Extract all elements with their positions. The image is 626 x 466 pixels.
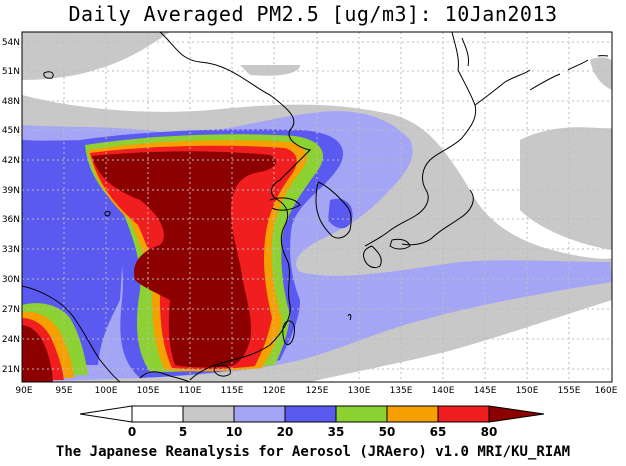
lon-label: 160E xyxy=(595,386,618,396)
band-5-10-ne xyxy=(590,57,612,90)
lat-label: 30N xyxy=(2,275,20,285)
colorbar-tick: 5 xyxy=(179,425,187,439)
lat-label: 33N xyxy=(2,245,20,255)
lon-label: 125E xyxy=(306,386,329,396)
lat-label: 21N xyxy=(2,365,20,375)
lon-label: 100E xyxy=(95,386,118,396)
lat-label: 45N xyxy=(2,126,20,136)
colorbar-swatch xyxy=(284,405,337,423)
lat-label: 48N xyxy=(2,97,20,107)
colorbar-tick: 10 xyxy=(226,425,243,439)
colorbar-arrow-high xyxy=(488,405,545,423)
lat-label: 42N xyxy=(2,156,20,166)
map-frame xyxy=(21,31,613,383)
lat-label: 24N xyxy=(2,335,20,345)
band-5-10-n xyxy=(240,65,300,76)
lat-label: 27N xyxy=(2,305,20,315)
lat-lon-grid xyxy=(22,32,612,382)
lat-label: 39N xyxy=(2,186,20,196)
colorbar-swatch xyxy=(182,405,235,423)
lon-label: 115E xyxy=(221,386,244,396)
lon-label: 155E xyxy=(558,386,581,396)
colorbar-swatch xyxy=(131,405,184,423)
lon-label: 90E xyxy=(15,386,32,396)
colorbar-swatch xyxy=(437,405,490,423)
lon-axis: 90E 95E 100E 105E 110E 115E 120E 125E 13… xyxy=(15,386,617,396)
lon-label: 140E xyxy=(432,386,455,396)
colorbar-swatch xyxy=(335,405,388,423)
coastlines xyxy=(22,32,609,382)
colorbar-tick: 35 xyxy=(328,425,345,439)
colorbar-tick: 20 xyxy=(277,425,294,439)
lat-label: 54N xyxy=(2,38,20,48)
band-80-plus-sw xyxy=(22,325,53,382)
colorbar: 0 5 10 20 35 50 65 80 xyxy=(79,405,545,439)
colorbar-tick: 0 xyxy=(128,425,136,439)
lon-label: 135E xyxy=(390,386,413,396)
colorbar-swatch xyxy=(233,405,286,423)
colorbar-tick: 50 xyxy=(379,425,396,439)
colorbar-tick: 80 xyxy=(481,425,498,439)
colorbar-arrow-low xyxy=(79,405,133,423)
colorbar-swatch xyxy=(386,405,439,423)
lon-label: 110E xyxy=(179,386,202,396)
lon-label: 120E xyxy=(263,386,286,396)
lat-label: 51N xyxy=(2,67,20,77)
lat-label: 36N xyxy=(2,215,20,225)
band-80-plus xyxy=(92,151,276,368)
lat-axis: 54N 51N 48N 45N 42N 39N 36N 33N 30N 27N … xyxy=(2,38,20,375)
map-title: Daily Averaged PM2.5 [ug/m3]: 10Jan2013 xyxy=(68,2,558,26)
band-5-10-nw xyxy=(22,32,170,80)
lon-label: 105E xyxy=(137,386,160,396)
credit-line: The Japanese Reanalysis for Aerosol (JRA… xyxy=(55,444,571,460)
lon-label: 130E xyxy=(348,386,371,396)
lon-label: 95E xyxy=(55,386,72,396)
colorbar-tick: 65 xyxy=(430,425,447,439)
lon-label: 145E xyxy=(474,386,497,396)
lon-label: 150E xyxy=(516,386,539,396)
